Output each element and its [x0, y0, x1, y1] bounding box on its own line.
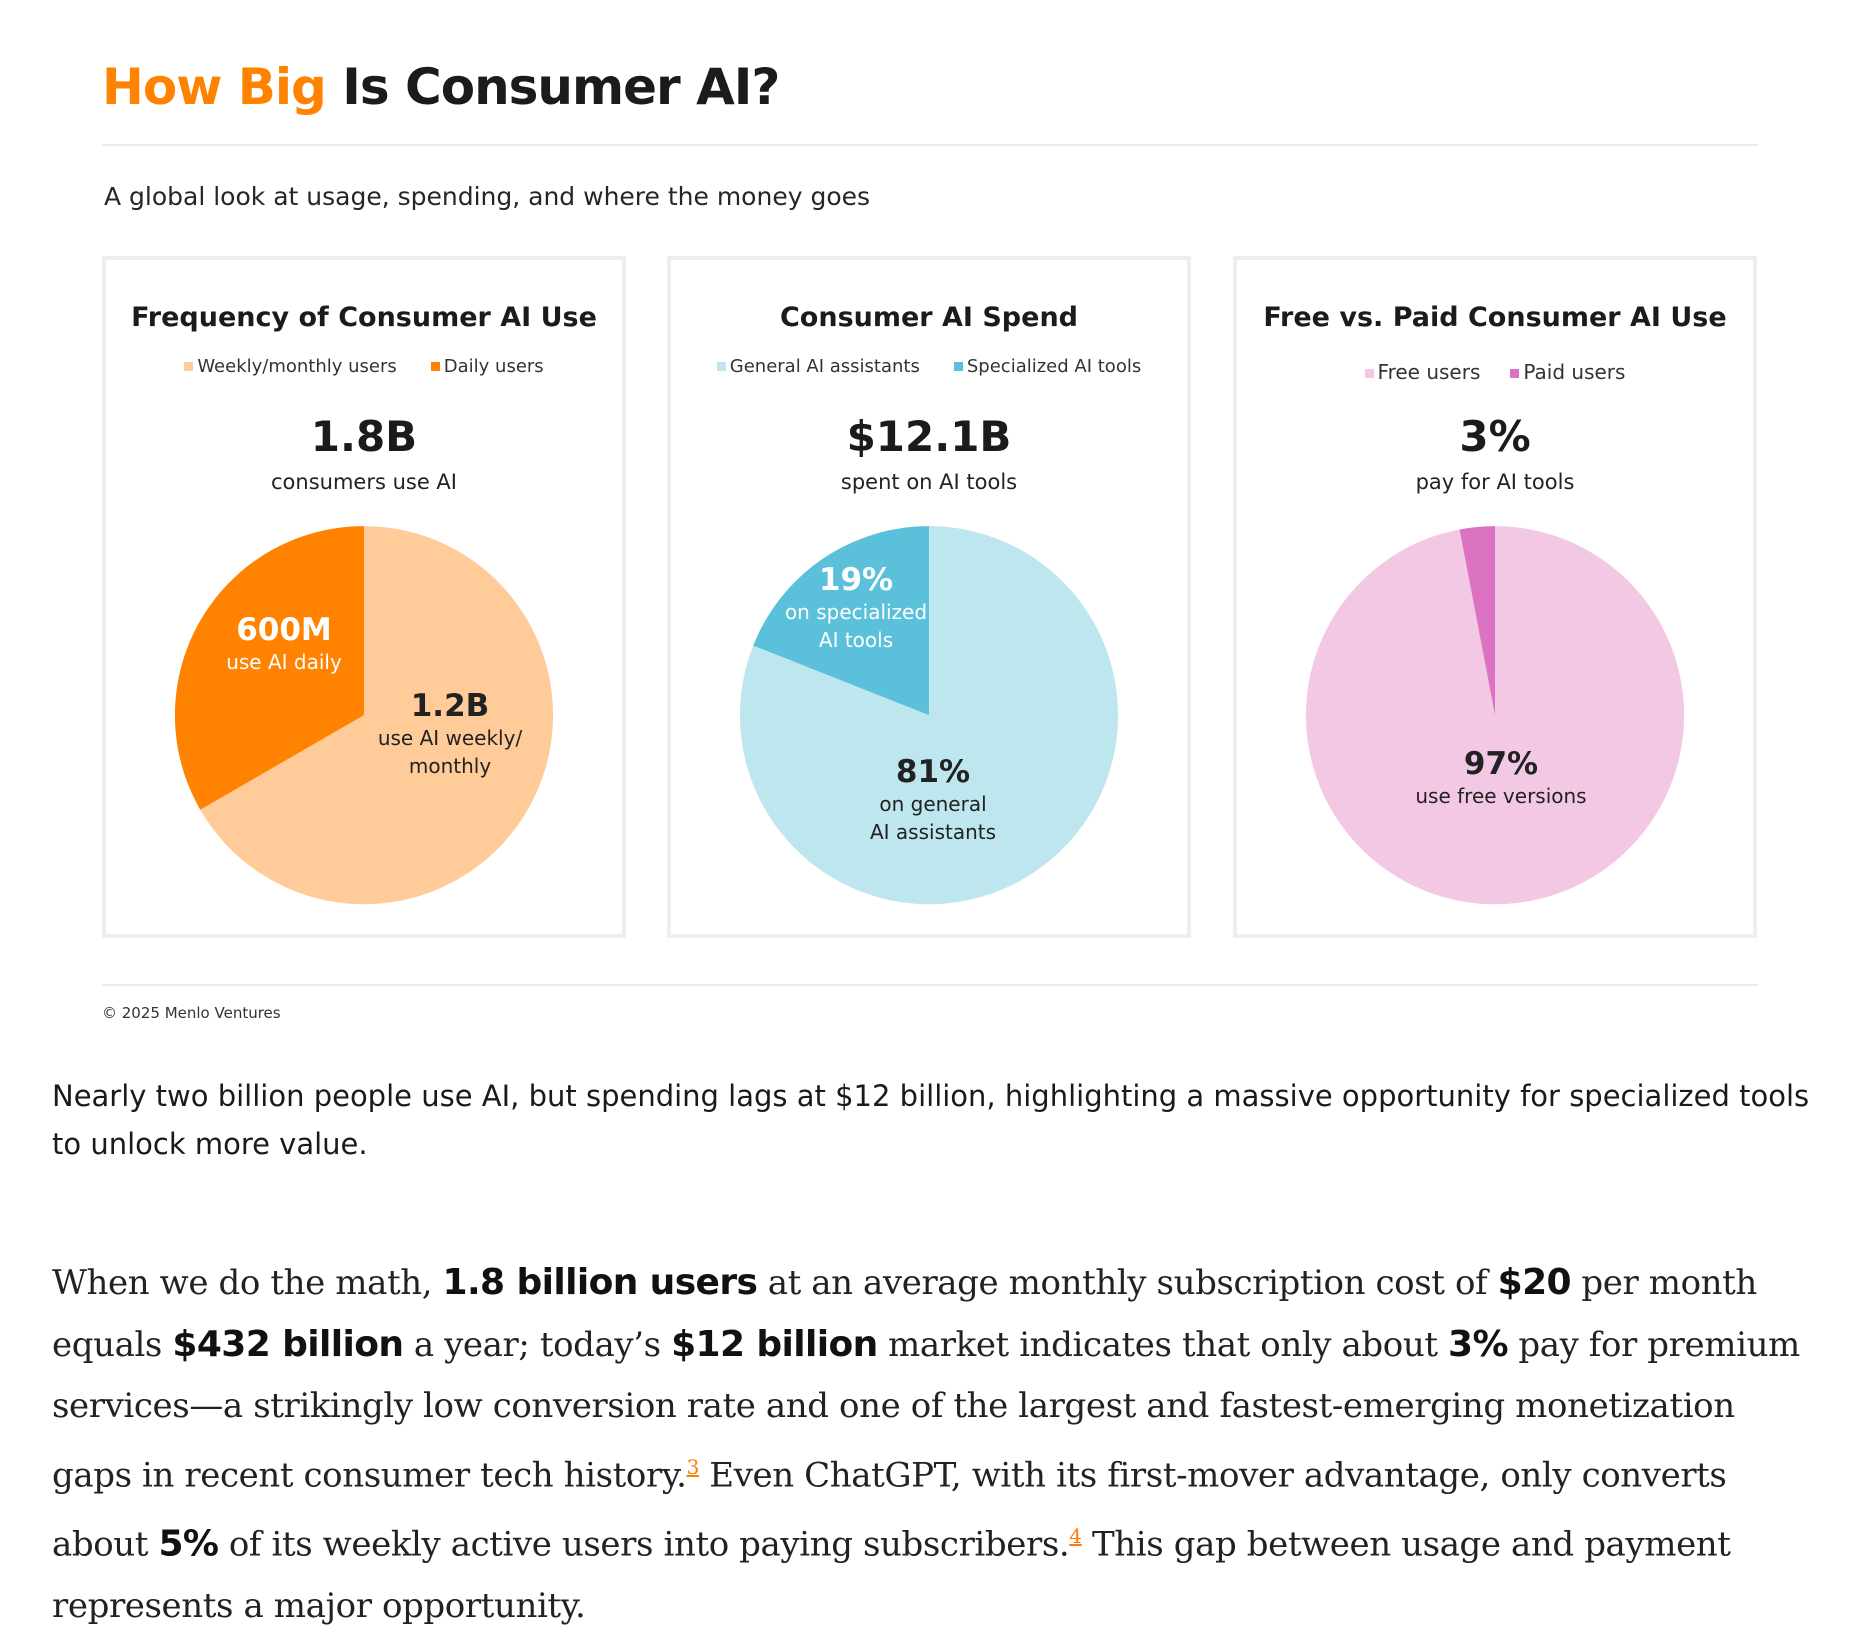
- chart-title: Frequency of Consumer AI Use: [131, 302, 597, 333]
- text-run: a year; today’s: [403, 1325, 672, 1365]
- slice-desc-general-2: AI assistants: [869, 820, 997, 844]
- text-run: When we do the math,: [52, 1263, 443, 1303]
- chart-legend: Weekly/monthly users Daily users: [106, 356, 622, 377]
- slice-label-general: 81% on general AI assistants: [870, 754, 996, 846]
- pie-slice-weekly-monthly-users: [200, 526, 554, 905]
- slice-desc-specialized-1: on specialized: [784, 600, 928, 624]
- legend-label-daily: Daily users: [443, 356, 544, 377]
- chart-panel-free-paid: Free vs. Paid Consumer AI Use Free users…: [1233, 256, 1757, 938]
- title-accent: How Big: [102, 58, 327, 116]
- footer-divider: [102, 984, 1758, 986]
- emphasis-market: $12 billion: [671, 1324, 878, 1365]
- slice-label-free: 97% use free versions: [1415, 746, 1586, 810]
- page-title: How Big Is Consumer AI?: [102, 58, 780, 116]
- text-run: per month equals: [52, 1263, 1757, 1365]
- header-divider: [102, 144, 1758, 146]
- chart-panel-spend: Consumer AI Spend General AI assistants S…: [667, 256, 1191, 938]
- slice-desc-specialized-2: AI tools: [818, 628, 894, 652]
- copyright: © 2025 Menlo Ventures: [102, 1004, 281, 1022]
- text-run: pay for premium services—a strikingly lo…: [52, 1325, 1800, 1496]
- slice-desc-weekly-2: monthly: [408, 754, 492, 778]
- chart-caption: Nearly two billion people use AI, but sp…: [52, 1079, 1810, 1161]
- headline-value: 3%: [1459, 412, 1531, 461]
- pie-slice-paid-users: [1459, 526, 1495, 716]
- chart-title: Free vs. Paid Consumer AI Use: [1263, 302, 1727, 333]
- text-run: market indicates that only about: [877, 1325, 1449, 1365]
- text-run: at an average monthly subscription cost …: [757, 1263, 1498, 1303]
- legend-swatch-daily: [430, 362, 440, 371]
- emphasis-conversion: 3%: [1448, 1324, 1509, 1365]
- pie-slice-specialized-ai-tools: [753, 526, 929, 716]
- text-run: This gap between usage and payment repre…: [52, 1524, 1731, 1626]
- headline-description: consumers use AI: [271, 470, 457, 494]
- footnote-link-3[interactable]: 3: [686, 1455, 700, 1479]
- legend-swatch-weekly: [184, 362, 194, 371]
- slice-value-specialized: 19%: [818, 562, 894, 598]
- chart-panel-frequency: Frequency of Consumer AI Use Weekly/mont…: [102, 256, 626, 938]
- legend-label-weekly: Weekly/monthly users: [197, 356, 397, 377]
- slice-desc-general-1: on general: [879, 792, 987, 816]
- slice-desc-daily: use AI daily: [226, 650, 342, 674]
- pie-chart-free-paid: [1305, 526, 1685, 905]
- pie-chart-spend: [739, 526, 1119, 905]
- legend-swatch-specialized: [953, 362, 963, 371]
- headline-value: 1.8B: [310, 412, 418, 461]
- slice-desc-free: use free versions: [1415, 784, 1587, 808]
- slice-label-specialized: 19% on specialized AI tools: [785, 562, 927, 654]
- title-rest: Is Consumer AI?: [325, 58, 780, 116]
- pie-slice-general-ai-assistants: [739, 526, 1119, 905]
- slice-label-daily: 600M use AI daily: [226, 612, 342, 676]
- legend-swatch-paid: [1510, 369, 1520, 378]
- chart-title: Consumer AI Spend: [779, 302, 1078, 333]
- emphasis-potential: $432 billion: [172, 1324, 404, 1365]
- chart-legend: Free users Paid users: [1237, 360, 1753, 384]
- pie-slice-free-users: [1305, 526, 1685, 905]
- legend-swatch-general: [716, 362, 726, 371]
- pie-chart-frequency: [174, 526, 554, 905]
- legend-swatch-free: [1364, 369, 1374, 378]
- slice-value-free: 97%: [1463, 746, 1539, 782]
- slice-desc-weekly-1: use AI weekly/: [377, 726, 523, 750]
- headline-value: $12.1B: [846, 412, 1012, 461]
- text-run: Even ChatGPT, with its first-mover advan…: [52, 1455, 1727, 1565]
- pie-slice-daily-users: [174, 526, 364, 810]
- chart-legend: General AI assistants Specialized AI tool…: [671, 356, 1187, 377]
- article-paragraph: When we do the math, 1.8 billion users a…: [52, 1252, 1814, 1637]
- slice-value-daily: 600M: [236, 612, 332, 648]
- legend-label-paid: Paid users: [1523, 360, 1626, 384]
- slice-value-general: 81%: [895, 754, 971, 790]
- emphasis-users: 1.8 billion users: [442, 1262, 758, 1303]
- emphasis-price: $20: [1497, 1262, 1572, 1303]
- footnote-link-4[interactable]: 4: [1069, 1524, 1082, 1549]
- legend-label-specialized: Specialized AI tools: [966, 356, 1142, 377]
- legend-label-free: Free users: [1377, 360, 1481, 384]
- slice-value-weekly: 1.2B: [410, 688, 490, 724]
- slice-label-weekly: 1.2B use AI weekly/ monthly: [378, 688, 522, 780]
- subtitle: A global look at usage, spending, and wh…: [104, 182, 871, 211]
- emphasis-chatgpt: 5%: [158, 1523, 219, 1565]
- legend-label-general: General AI assistants: [729, 356, 920, 377]
- headline-description: pay for AI tools: [1415, 470, 1575, 494]
- text-run: of its weekly active users into paying s…: [218, 1524, 1070, 1565]
- headline-description: spent on AI tools: [840, 470, 1018, 494]
